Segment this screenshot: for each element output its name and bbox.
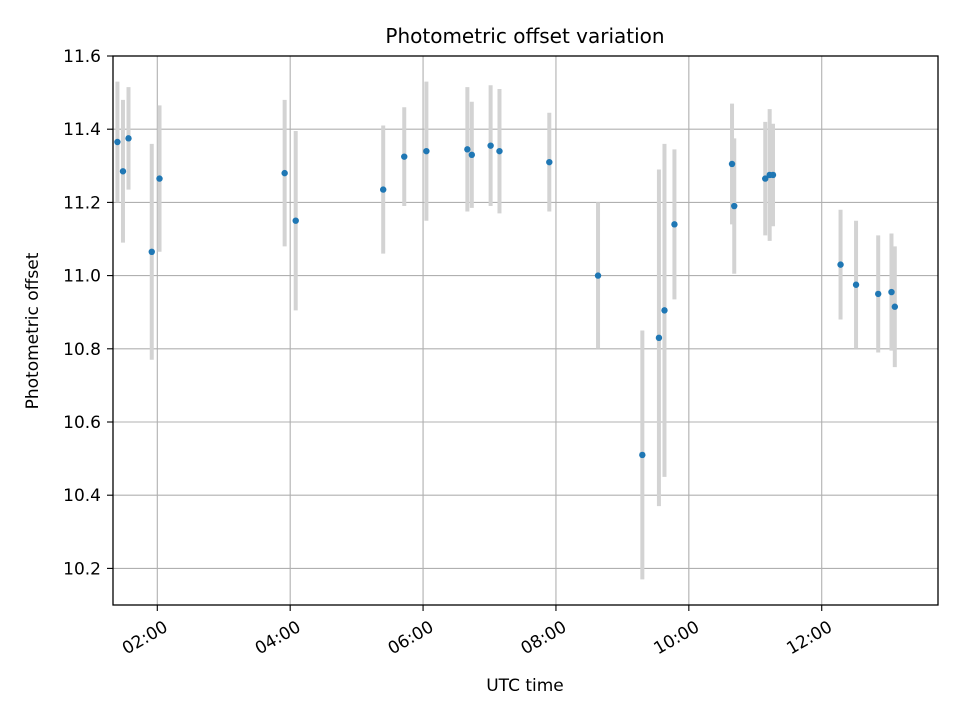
chart-title: Photometric offset variation <box>385 24 664 48</box>
data-point <box>546 158 553 166</box>
data-point <box>156 175 163 182</box>
data-point <box>148 248 155 256</box>
data-point <box>401 153 408 160</box>
data-point <box>891 303 899 310</box>
x-tick-label: 12:00 <box>783 617 835 659</box>
data-point <box>671 221 678 228</box>
x-tick-label: 04:00 <box>252 617 304 659</box>
data-point <box>728 160 736 168</box>
data-point <box>875 290 882 298</box>
data-point <box>594 272 602 279</box>
y-tick-label: 11.2 <box>63 193 101 213</box>
x-axis: 02:00 04:00 06:00 08:00 10:00 12:00 <box>119 605 836 659</box>
data-point <box>423 147 430 155</box>
x-tick-label: 10:00 <box>651 617 703 659</box>
error-bars <box>115 81 897 580</box>
data-point <box>114 138 121 146</box>
data-point <box>655 334 663 342</box>
y-tick-label: 10.2 <box>63 559 101 579</box>
data-point <box>661 307 668 314</box>
data-point <box>852 281 860 288</box>
data-point <box>837 261 844 268</box>
data-point <box>487 142 494 149</box>
x-tick-label: 02:00 <box>119 617 171 659</box>
y-axis: 10.2 10.4 10.6 10.8 11.0 11.2 11.4 11.6 <box>63 47 113 579</box>
y-tick-label: 11.0 <box>63 267 101 287</box>
data-point <box>119 168 127 175</box>
data-point <box>769 171 777 179</box>
y-tick-label: 11.6 <box>63 47 101 67</box>
data-point <box>281 169 288 177</box>
data-point <box>762 175 769 182</box>
y-tick-label: 11.4 <box>63 120 101 140</box>
data-point <box>639 451 646 459</box>
data-point <box>496 147 503 155</box>
data-point <box>125 135 132 142</box>
x-tick-label: 06:00 <box>385 617 437 659</box>
data-point <box>380 186 387 193</box>
plot-frame <box>112 55 939 606</box>
y-axis-label: Photometric offset <box>23 252 43 409</box>
data-point <box>292 217 299 224</box>
y-tick-label: 10.6 <box>63 413 101 433</box>
y-tick-label: 10.8 <box>63 340 101 360</box>
data-points <box>114 135 899 459</box>
x-axis-label: UTC time <box>486 676 564 696</box>
grid <box>113 55 938 605</box>
data-point <box>468 151 475 159</box>
y-tick-label: 10.4 <box>63 486 101 506</box>
x-tick-label: 08:00 <box>518 617 570 659</box>
data-point <box>888 288 895 296</box>
data-point <box>731 202 738 210</box>
data-point <box>464 146 471 153</box>
